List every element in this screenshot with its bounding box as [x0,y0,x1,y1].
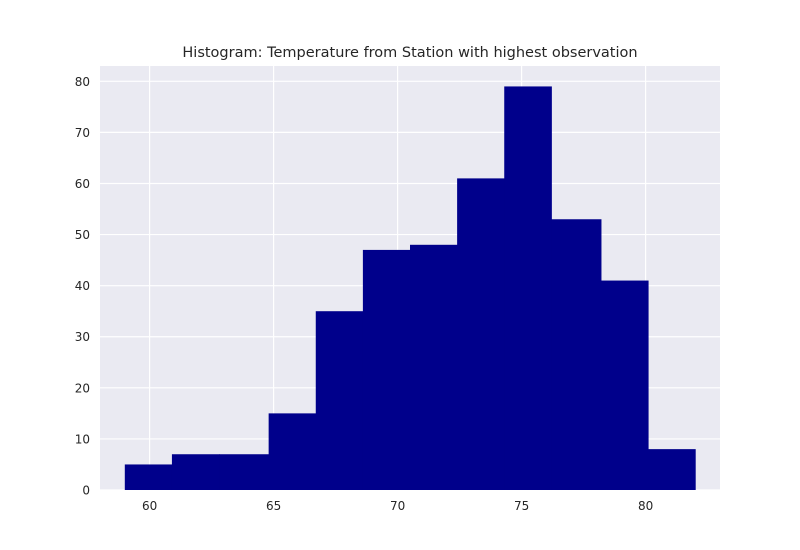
y-tick-label: 70 [75,126,90,140]
x-tick-label: 75 [514,499,529,513]
histogram-bar [600,280,649,490]
histogram-bar [171,454,220,490]
y-tick-label: 40 [75,279,90,293]
y-tick-label: 60 [75,177,90,191]
histogram-bar [315,311,364,490]
histogram-bar [551,219,602,491]
x-tick-label: 65 [266,499,281,513]
histogram-bar [124,464,173,490]
chart-title: Histogram: Temperature from Station with… [182,45,637,61]
y-tick-label: 10 [75,432,90,446]
histogram-bar [504,86,552,490]
y-tick-label: 30 [75,330,90,344]
histogram-bar [457,178,505,490]
y-tick-label: 80 [75,75,90,89]
histogram-bar [268,413,317,490]
y-tick-label: 0 [82,484,90,498]
histogram-bar [648,449,696,490]
y-tick-label: 50 [75,228,90,242]
histogram-bar [362,249,411,490]
y-tick-label: 20 [75,381,90,395]
x-axis-ticks: 60 65 70 75 80 [142,499,653,513]
histogram-bar [219,454,270,490]
histogram-bar [410,244,458,490]
x-tick-label: 70 [390,499,405,513]
y-axis-ticks: 0 10 20 30 40 50 60 70 80 [75,75,90,498]
x-tick-label: 60 [142,499,157,513]
x-tick-label: 80 [638,499,653,513]
histogram-bars [124,86,696,491]
